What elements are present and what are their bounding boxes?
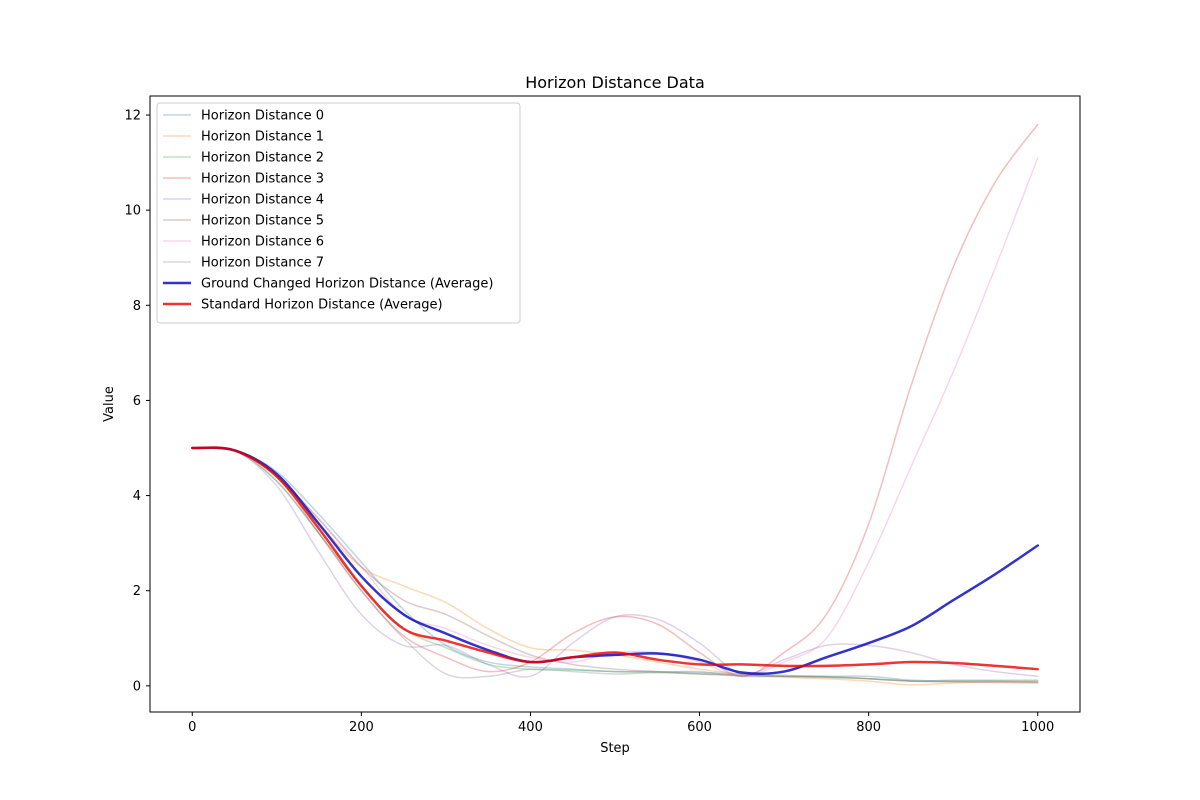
x-tick-label: 600 bbox=[687, 720, 712, 735]
series-line-1 bbox=[191, 446, 1039, 686]
legend-label: Horizon Distance 2 bbox=[201, 151, 324, 166]
series-line-5 bbox=[191, 446, 1039, 684]
series-line-0 bbox=[191, 447, 1039, 683]
y-tick-label: 4 bbox=[133, 489, 141, 504]
chart-title: Horizon Distance Data bbox=[525, 73, 705, 92]
x-tick-label: 400 bbox=[518, 720, 543, 735]
y-tick-label: 6 bbox=[133, 394, 141, 409]
legend-label: Horizon Distance 5 bbox=[201, 214, 324, 229]
legend-label: Horizon Distance 0 bbox=[201, 109, 324, 124]
x-axis-label: Step bbox=[600, 741, 630, 756]
legend-label: Ground Changed Horizon Distance (Average… bbox=[201, 277, 493, 292]
legend-label: Horizon Distance 1 bbox=[201, 130, 324, 145]
y-tick-label: 2 bbox=[133, 584, 141, 599]
plot-area bbox=[149, 95, 1081, 713]
legend-label: Standard Horizon Distance (Average) bbox=[201, 298, 443, 313]
y-axis-label: Value bbox=[102, 386, 117, 422]
legend-label: Horizon Distance 4 bbox=[201, 193, 324, 208]
legend-box bbox=[156, 102, 521, 324]
y-axis: 0 2 4 6 8 10 12 bbox=[124, 109, 150, 694]
legend-label: Horizon Distance 7 bbox=[201, 256, 324, 271]
y-tick-label: 8 bbox=[133, 299, 141, 314]
x-tick-label: 200 bbox=[349, 720, 374, 735]
x-tick-label: 1000 bbox=[1021, 720, 1054, 735]
legend-label: Horizon Distance 6 bbox=[201, 235, 324, 250]
legend-label: Horizon Distance 3 bbox=[201, 172, 324, 187]
series-line-3 bbox=[191, 123, 1039, 678]
series-line-9 bbox=[191, 446, 1039, 671]
y-tick-label: 12 bbox=[124, 109, 141, 124]
series-line-6 bbox=[191, 157, 1039, 678]
series-line-8 bbox=[191, 446, 1039, 676]
x-tick-label: 800 bbox=[856, 720, 881, 735]
series-line-7 bbox=[191, 446, 1039, 682]
y-tick-label: 0 bbox=[133, 679, 141, 694]
y-tick-label: 10 bbox=[124, 204, 141, 219]
x-axis: 0 200 400 600 800 1000 bbox=[188, 712, 1054, 735]
series-line-2 bbox=[191, 446, 1039, 683]
legend: Horizon Distance 0 Horizon Distance 1 Hori… bbox=[156, 102, 521, 324]
x-tick-label: 0 bbox=[188, 720, 196, 735]
plot-frame bbox=[149, 95, 1081, 713]
series-line-4 bbox=[191, 446, 1039, 678]
